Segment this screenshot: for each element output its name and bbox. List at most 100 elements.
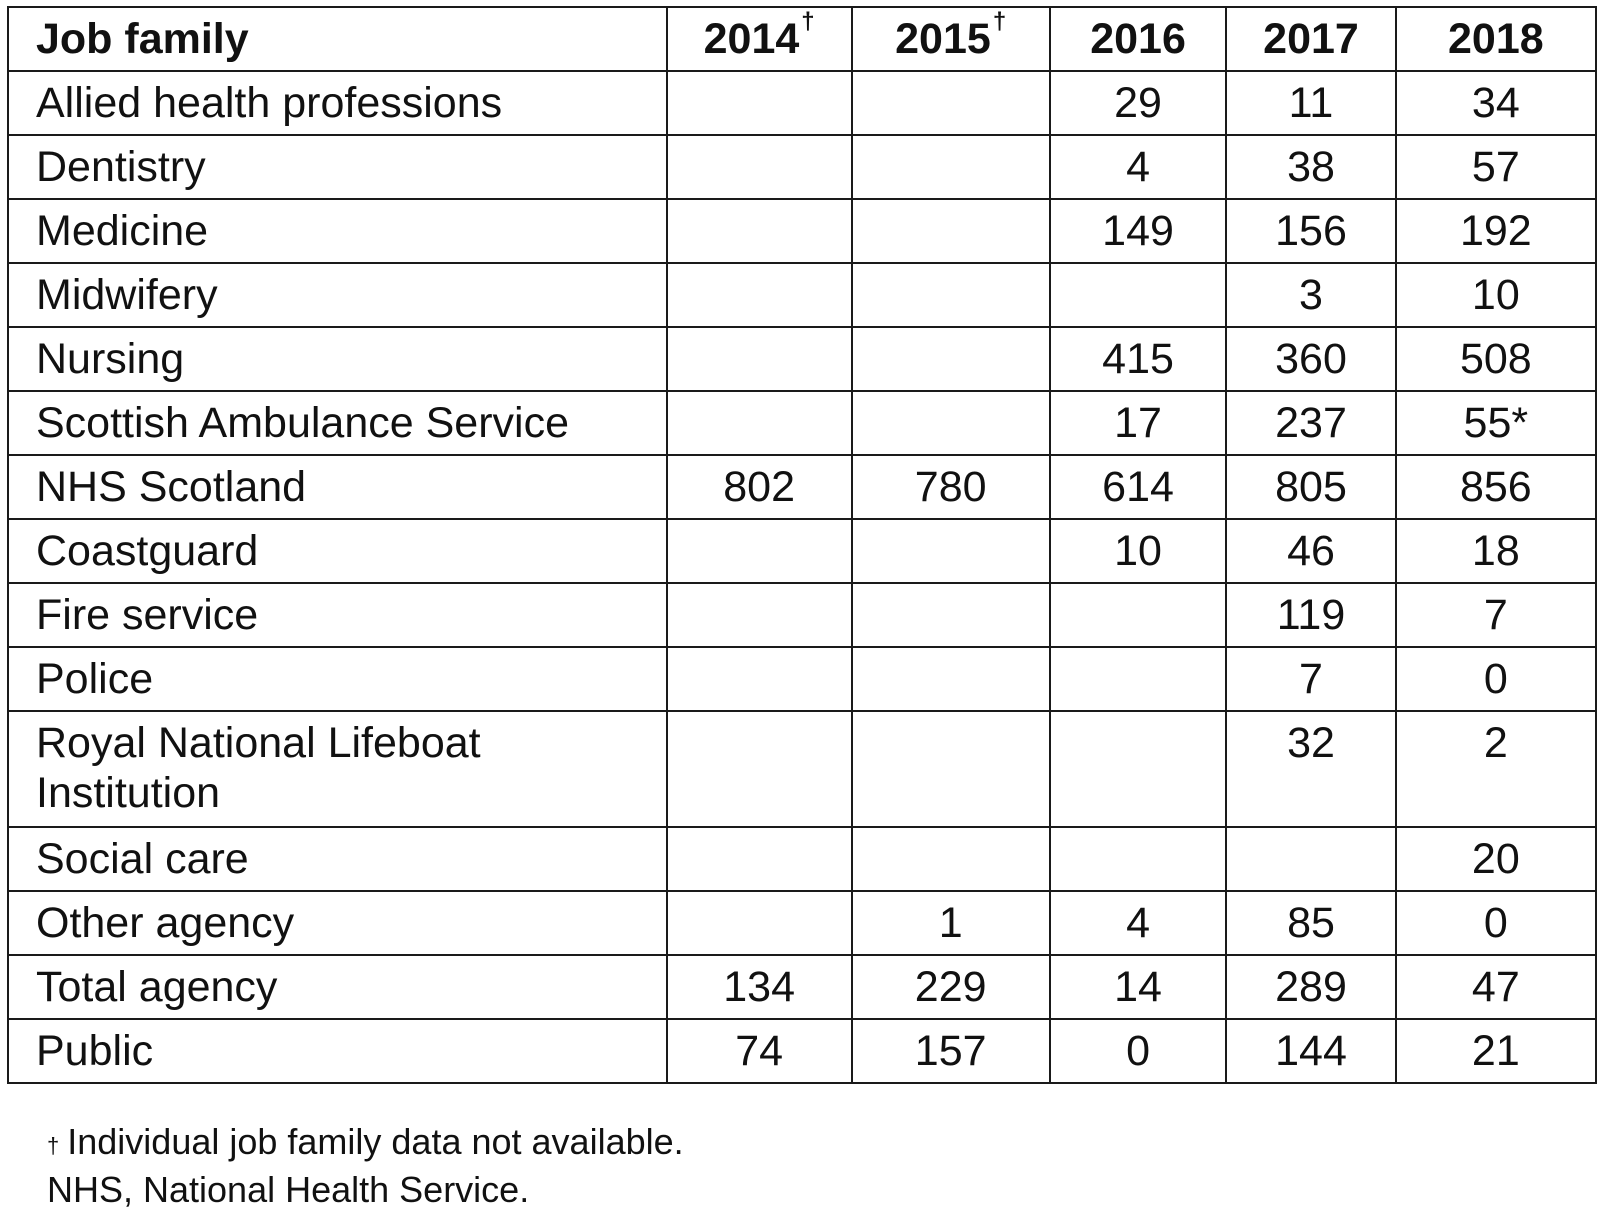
table-row: Midwifery 3 10 — [8, 263, 1596, 327]
row-label: Coastguard — [8, 519, 667, 583]
row-label: Dentistry — [8, 135, 667, 199]
cell-2018: 7 — [1396, 583, 1596, 647]
row-label: Allied health professions — [8, 71, 667, 135]
cell-2016: 149 — [1050, 199, 1227, 263]
cell-2016 — [1050, 647, 1227, 711]
cell-2018: 0 — [1396, 891, 1596, 955]
cell-2015 — [852, 391, 1050, 455]
cell-2017: 360 — [1226, 327, 1395, 391]
header-2018: 2018 — [1396, 7, 1596, 71]
table-row: Allied health professions 29 11 34 — [8, 71, 1596, 135]
cell-2017: 11 — [1226, 71, 1395, 135]
cell-2018: 34 — [1396, 71, 1596, 135]
row-label: Nursing — [8, 327, 667, 391]
abbreviation-footnote: NHS, National Health Service. — [47, 1166, 684, 1214]
table-row: NHS Scotland 802 780 614 805 856 — [8, 455, 1596, 519]
cell-2016: 10 — [1050, 519, 1227, 583]
cell-2017: 119 — [1226, 583, 1395, 647]
header-job-family: Job family — [8, 7, 667, 71]
cell-2018: 18 — [1396, 519, 1596, 583]
cell-2014 — [667, 711, 852, 827]
cell-2016: 14 — [1050, 955, 1227, 1019]
table-row: Scottish Ambulance Service 17 237 55* — [8, 391, 1596, 455]
dagger-footnote-text: Individual job family data not available… — [67, 1121, 683, 1162]
cell-2017: 32 — [1226, 711, 1395, 827]
row-label: Fire service — [8, 583, 667, 647]
table-row: Social care 20 — [8, 827, 1596, 891]
cell-2017: 289 — [1226, 955, 1395, 1019]
cell-2014 — [667, 263, 852, 327]
table-row: Total agency 134 229 14 289 47 — [8, 955, 1596, 1019]
cell-2018: 2 — [1396, 711, 1596, 827]
cell-2015 — [852, 583, 1050, 647]
cell-2014 — [667, 391, 852, 455]
cell-2014 — [667, 199, 852, 263]
dagger-marker: † — [801, 8, 814, 35]
cell-2017: 85 — [1226, 891, 1395, 955]
cell-2017: 38 — [1226, 135, 1395, 199]
cell-2014 — [667, 891, 852, 955]
cell-2015 — [852, 263, 1050, 327]
cell-2014 — [667, 583, 852, 647]
cell-2018: 20 — [1396, 827, 1596, 891]
table-row: Police 7 0 — [8, 647, 1596, 711]
dagger-marker: † — [993, 8, 1006, 35]
table-body: Allied health professions 29 11 34 Dentistry… — [8, 71, 1596, 1083]
cell-2014: 134 — [667, 955, 852, 1019]
cell-2018: 508 — [1396, 327, 1596, 391]
header-2014: 2014† — [667, 7, 852, 71]
table-row: Fire service 119 7 — [8, 583, 1596, 647]
cell-2014 — [667, 135, 852, 199]
cell-2016: 614 — [1050, 455, 1227, 519]
cell-2015 — [852, 199, 1050, 263]
row-label: Royal National Lifeboat Institution — [8, 711, 667, 827]
header-2015: 2015† — [852, 7, 1050, 71]
cell-2016 — [1050, 583, 1227, 647]
cell-2018: 10 — [1396, 263, 1596, 327]
table-row: Medicine 149 156 192 — [8, 199, 1596, 263]
table-row: Nursing 415 360 508 — [8, 327, 1596, 391]
cell-2016: 4 — [1050, 135, 1227, 199]
dagger-symbol: † — [47, 1133, 59, 1158]
cell-2018: 21 — [1396, 1019, 1596, 1083]
table-row: Other agency 1 4 85 0 — [8, 891, 1596, 955]
row-label: Public — [8, 1019, 667, 1083]
footnotes: † Individual job family data not availabl… — [47, 1118, 684, 1214]
cell-2017 — [1226, 827, 1395, 891]
cell-2017: 3 — [1226, 263, 1395, 327]
cell-2017: 156 — [1226, 199, 1395, 263]
cell-2015 — [852, 519, 1050, 583]
cell-2018: 856 — [1396, 455, 1596, 519]
cell-2014: 74 — [667, 1019, 852, 1083]
cell-2018: 57 — [1396, 135, 1596, 199]
row-label: Total agency — [8, 955, 667, 1019]
row-label: NHS Scotland — [8, 455, 667, 519]
cell-2014 — [667, 827, 852, 891]
cell-2016: 29 — [1050, 71, 1227, 135]
document-page: Job family 2014† 2015† 2016 2017 2018 Al… — [7, 6, 1597, 1084]
row-label: Midwifery — [8, 263, 667, 327]
cell-2018: 0 — [1396, 647, 1596, 711]
cell-2015 — [852, 827, 1050, 891]
cell-2015: 780 — [852, 455, 1050, 519]
cell-2017: 805 — [1226, 455, 1395, 519]
cell-2018: 55* — [1396, 391, 1596, 455]
cell-2016: 17 — [1050, 391, 1227, 455]
cell-2016: 4 — [1050, 891, 1227, 955]
header-2016: 2016 — [1050, 7, 1227, 71]
cell-2017: 7 — [1226, 647, 1395, 711]
cell-2017: 46 — [1226, 519, 1395, 583]
table-row: Royal National Lifeboat Institution 32 2 — [8, 711, 1596, 827]
cell-2015 — [852, 711, 1050, 827]
row-label: Medicine — [8, 199, 667, 263]
header-row: Job family 2014† 2015† 2016 2017 2018 — [8, 7, 1596, 71]
table-row: Dentistry 4 38 57 — [8, 135, 1596, 199]
row-label: Social care — [8, 827, 667, 891]
dagger-footnote: † Individual job family data not availabl… — [47, 1118, 684, 1166]
cell-2015 — [852, 71, 1050, 135]
cell-2015 — [852, 135, 1050, 199]
cell-2014 — [667, 519, 852, 583]
row-label: Scottish Ambulance Service — [8, 391, 667, 455]
cell-2015: 157 — [852, 1019, 1050, 1083]
cell-2015 — [852, 647, 1050, 711]
